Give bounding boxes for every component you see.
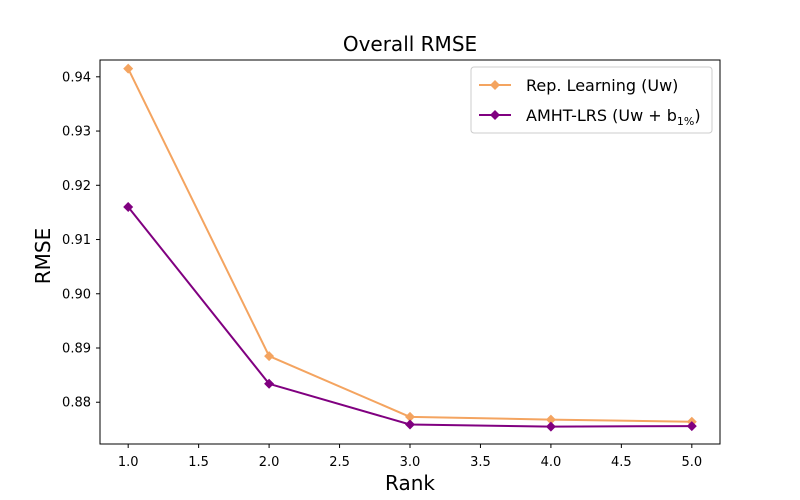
- plot-area: [123, 63, 697, 432]
- data-point-rep-learning: [545, 414, 556, 425]
- x-axis: 1.0 1.5 2.0 2.5 3.0 3.5 4.0 4.5 5.0: [118, 444, 702, 470]
- y-tick-label: 0.89: [62, 342, 91, 357]
- y-tick-label: 0.88: [62, 396, 91, 411]
- x-tick-label: 4.0: [541, 455, 562, 470]
- chart-title: Overall RMSE: [343, 32, 477, 56]
- y-tick-label: 0.91: [62, 233, 91, 248]
- legend-marker-amht-lrs: [490, 110, 500, 120]
- x-tick-label: 3.0: [400, 455, 421, 470]
- legend-marker-rep-learning: [490, 80, 500, 90]
- x-tick-label: 4.5: [611, 455, 632, 470]
- x-tick-label: 2.0: [259, 455, 280, 470]
- data-point-rep-learning: [123, 63, 134, 74]
- x-axis-title: Rank: [385, 471, 435, 495]
- x-tick-label: 3.5: [470, 455, 491, 470]
- data-point-rep-learning: [405, 411, 415, 422]
- legend-label-amht-lrs: AMHT-LRS (Uw + b1%): [526, 106, 701, 128]
- data-point-amht-lrs: [123, 201, 134, 212]
- data-point-amht-lrs: [405, 419, 415, 430]
- y-tick-label: 0.93: [62, 125, 91, 140]
- legend-label-amht-lrs-subscript: 1%: [677, 115, 694, 128]
- data-point-amht-lrs: [545, 421, 556, 432]
- data-point-amht-lrs: [686, 421, 697, 432]
- x-tick-label: 1.5: [188, 455, 209, 470]
- x-tick-label: 1.0: [118, 455, 139, 470]
- legend: Rep. Learning (Uw) AMHT-LRS (Uw + b1%): [470, 66, 713, 134]
- y-tick-label: 0.92: [62, 179, 91, 194]
- legend-label-rep-learning: Rep. Learning (Uw): [526, 76, 678, 95]
- y-tick-label: 0.94: [62, 70, 91, 85]
- x-tick-label: 2.5: [329, 455, 350, 470]
- legend-label-amht-lrs-main: AMHT-LRS (Uw + b: [526, 106, 677, 125]
- legend-box: [470, 66, 713, 134]
- x-tick-label: 5.0: [681, 455, 702, 470]
- data-point-amht-lrs: [264, 378, 275, 389]
- y-tick-label: 0.90: [62, 287, 91, 302]
- data-point-rep-learning: [264, 351, 275, 362]
- y-axis-title: RMSE: [31, 228, 55, 284]
- y-axis: 0.88 0.89 0.90 0.91 0.92 0.93 0.94: [62, 70, 100, 411]
- legend-label-amht-lrs-close: ): [694, 106, 700, 125]
